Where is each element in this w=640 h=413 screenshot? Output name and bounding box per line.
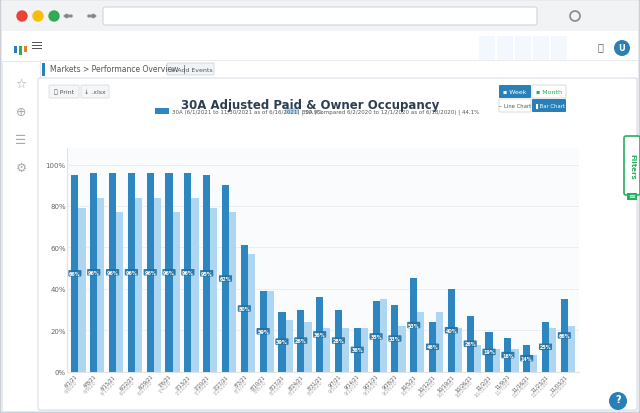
Text: Filters: Filters [629,154,635,179]
Bar [32,48,42,50]
Bar [285,320,292,372]
Text: ↓ .xlsx: ↓ .xlsx [84,90,106,95]
Text: 96%: 96% [125,270,137,275]
Bar [2,2,638,32]
Text: 6/9/20: 6/9/20 [83,379,97,393]
Bar [429,322,436,372]
Text: 35%: 35% [371,334,382,339]
Text: 10/31/20: 10/31/20 [474,379,493,398]
Text: 59%: 59% [257,329,269,334]
Bar [297,310,305,372]
Bar [42,64,45,77]
FancyBboxPatch shape [532,100,566,113]
Bar [14,47,17,54]
Text: + Add Events: + Add Events [170,67,212,72]
Text: ?: ? [615,394,621,404]
Text: ☆: ☆ [15,77,27,90]
FancyBboxPatch shape [479,37,495,61]
Text: 8/8/20: 8/8/20 [252,379,267,393]
Bar [79,209,86,372]
Bar [24,47,27,53]
FancyBboxPatch shape [624,137,640,195]
Bar [455,328,462,372]
Text: 14%: 14% [521,356,532,361]
FancyBboxPatch shape [551,37,567,61]
Text: 96%: 96% [88,270,100,275]
Bar [467,316,474,372]
Text: 11/7/20: 11/7/20 [495,379,511,396]
Text: 95%: 95% [201,271,212,276]
Text: 96%: 96% [163,270,175,275]
FancyBboxPatch shape [499,100,531,113]
Text: 96%: 96% [182,270,194,275]
Text: 6/27/20: 6/27/20 [137,379,154,396]
Bar [147,173,154,372]
Text: 62%: 62% [220,276,231,281]
Bar [2,32,638,62]
Text: 26%: 26% [465,341,476,347]
FancyBboxPatch shape [532,86,566,99]
FancyBboxPatch shape [515,37,531,61]
Text: 30A (6/1/2021 to 11/30/2021 as of 6/16/2021) | 50.9%: 30A (6/1/2021 to 11/30/2021 as of 6/16/2… [172,109,323,114]
Text: 10/3/20: 10/3/20 [401,379,417,396]
Text: 11/21/20: 11/21/20 [530,379,549,398]
Bar [222,186,229,372]
Text: 11/28/20: 11/28/20 [549,379,568,398]
Text: 46%: 46% [427,344,438,349]
Text: 6/13/20: 6/13/20 [99,379,116,396]
Bar [278,312,285,372]
Bar [19,47,22,56]
Text: 6/20/20: 6/20/20 [118,379,135,396]
Bar [335,310,342,372]
Bar [128,173,135,372]
Text: 26%: 26% [295,338,307,343]
Text: 8/15/20: 8/15/20 [269,379,285,396]
Bar [40,61,638,79]
Text: 36%: 36% [351,347,363,353]
Text: 🔔: 🔔 [597,42,603,52]
Text: 25%: 25% [540,344,551,349]
Bar [323,328,330,372]
Text: Markets > Performance Overview  |: Markets > Performance Overview | [50,65,186,74]
Bar [248,254,255,372]
FancyArrow shape [64,15,72,19]
Text: ☰: ☰ [15,133,27,146]
Text: 9/12/20: 9/12/20 [344,379,361,396]
FancyBboxPatch shape [499,86,531,99]
Bar [135,198,142,372]
Circle shape [614,41,630,57]
FancyBboxPatch shape [49,86,79,99]
Bar [391,306,399,372]
Circle shape [17,12,27,22]
Bar [166,173,173,372]
Text: ~ Line Chart: ~ Line Chart [499,104,532,109]
Text: 96%: 96% [107,270,118,275]
Text: 10/24/20: 10/24/20 [454,379,474,398]
Text: 39%: 39% [276,339,288,344]
Bar [342,328,349,372]
Bar [523,345,531,372]
Text: 16%: 16% [502,353,514,358]
FancyBboxPatch shape [533,37,549,61]
Bar [97,198,104,372]
Text: 7/4/20: 7/4/20 [158,379,173,393]
Text: 7/18/20: 7/18/20 [193,379,211,396]
Bar [155,109,169,115]
Circle shape [49,12,59,22]
Text: ▪ Month: ▪ Month [536,90,562,95]
Bar [410,279,417,372]
Bar [285,109,299,115]
FancyBboxPatch shape [497,37,513,61]
FancyArrow shape [88,15,96,19]
Bar [2,62,40,411]
Circle shape [609,392,627,410]
Bar [448,289,455,372]
Bar [316,297,323,372]
Text: 11/14/20: 11/14/20 [511,379,531,398]
Text: ⚙: ⚙ [15,161,27,174]
Text: 80%: 80% [239,306,250,311]
Bar [399,326,406,372]
Text: 19%: 19% [483,349,495,355]
Bar [568,326,575,372]
